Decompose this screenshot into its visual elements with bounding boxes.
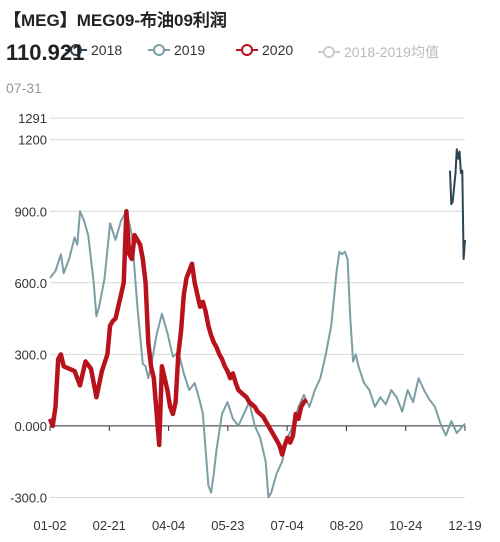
legend-2020-icon [236,44,258,56]
y-tick-label: 600.0 [14,276,47,291]
x-tick-label: 02-21 [93,518,126,533]
y-tick-label: 1200 [18,133,47,148]
legend-label-2020: 2020 [262,42,294,58]
legend-label-2018: 2018 [91,42,123,58]
series-line-2019[interactable] [49,210,466,499]
readout-date: 07-31 [6,80,42,96]
legend-item-2020[interactable]: 2020 [236,42,293,58]
series-line-2020[interactable] [47,209,309,457]
x-tick-label: 12-19 [448,518,481,533]
y-tick-label: 1291 [18,111,47,126]
chart-title: 【MEG】MEG09-布油09利润 [4,11,227,30]
legend-label-2019: 2019 [174,42,206,58]
legend-2019-icon [148,44,170,56]
x-tick-label: 07-04 [271,518,304,533]
readout-value: 110.921 [6,40,85,65]
x-tick-label: 05-23 [211,518,244,533]
y-tick-label: 300.0 [14,347,47,362]
legend-item-avg[interactable]: 2018-2019均值 [318,42,439,62]
series-line-2018[interactable] [449,148,466,260]
legend-item-2019[interactable]: 2019 [148,42,205,58]
legend-avg-icon [318,46,340,58]
x-tick-label: 01-02 [33,518,66,533]
x-tick-label: 04-04 [152,518,185,533]
x-tick-label: 10-24 [389,518,422,533]
y-tick-label: -300.0 [10,490,47,505]
y-tick-label: 0.000 [14,419,47,434]
x-tick-label: 08-20 [330,518,363,533]
tick-labels: 1291 1200 900.0 600.0 300.0 0.000 -300.0 01-02 0… [10,111,482,533]
legend-item-2018[interactable]: 2018 [65,42,122,58]
series-lines [47,148,466,499]
y-tick-label: 900.0 [14,204,47,219]
legend-label-avg: 2018-2019均值 [344,44,439,60]
legend-2018-icon [65,44,87,56]
grid-lines [50,117,465,498]
axes [49,425,466,431]
